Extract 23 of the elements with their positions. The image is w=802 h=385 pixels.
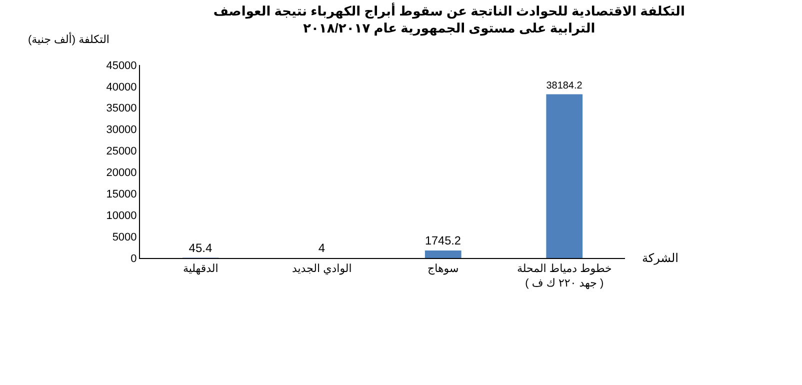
data-label: 45.4 xyxy=(188,240,212,255)
y-axis-title: التكلفة (ألف جنية) xyxy=(28,32,110,46)
y-tick-label: 5000 xyxy=(112,231,137,244)
y-tick-label: 35000 xyxy=(106,102,137,115)
y-tick-label: 0 xyxy=(130,252,137,265)
data-label: 4 xyxy=(318,240,326,255)
y-tick-label: 25000 xyxy=(106,146,137,158)
y-tick-label: 15000 xyxy=(106,188,137,201)
y-tick-label: 45000 xyxy=(106,60,137,72)
x-axis-title: الشركة xyxy=(642,251,678,265)
y-tick-label: 40000 xyxy=(106,81,137,94)
y-tick-label: 20000 xyxy=(106,167,137,180)
bar xyxy=(424,250,462,258)
chart-title: التكلفة الاقتصادية للحوادث الناتجة عن سقوط أبراج الكهرباء نتيجة العواصف الترابية على مستوى الجمهورية عام ٢٠١٨/٢٠١٧ xyxy=(213,2,685,36)
y-tick-label: 30000 xyxy=(106,124,137,136)
x-tick-label: سوهاج xyxy=(428,263,459,276)
y-tick-label: 10000 xyxy=(106,210,137,222)
x-tick-label: خطوط دمياط المحلة ( جهد ٢٢٠ ك ف ) xyxy=(516,263,612,290)
x-tick-label: الدقهلية xyxy=(182,263,218,276)
bar xyxy=(546,94,583,258)
x-tick-label: الوادي الجديد xyxy=(292,263,352,276)
data-label: 38184.2 xyxy=(546,80,583,92)
data-label: 1745.2 xyxy=(424,234,461,248)
